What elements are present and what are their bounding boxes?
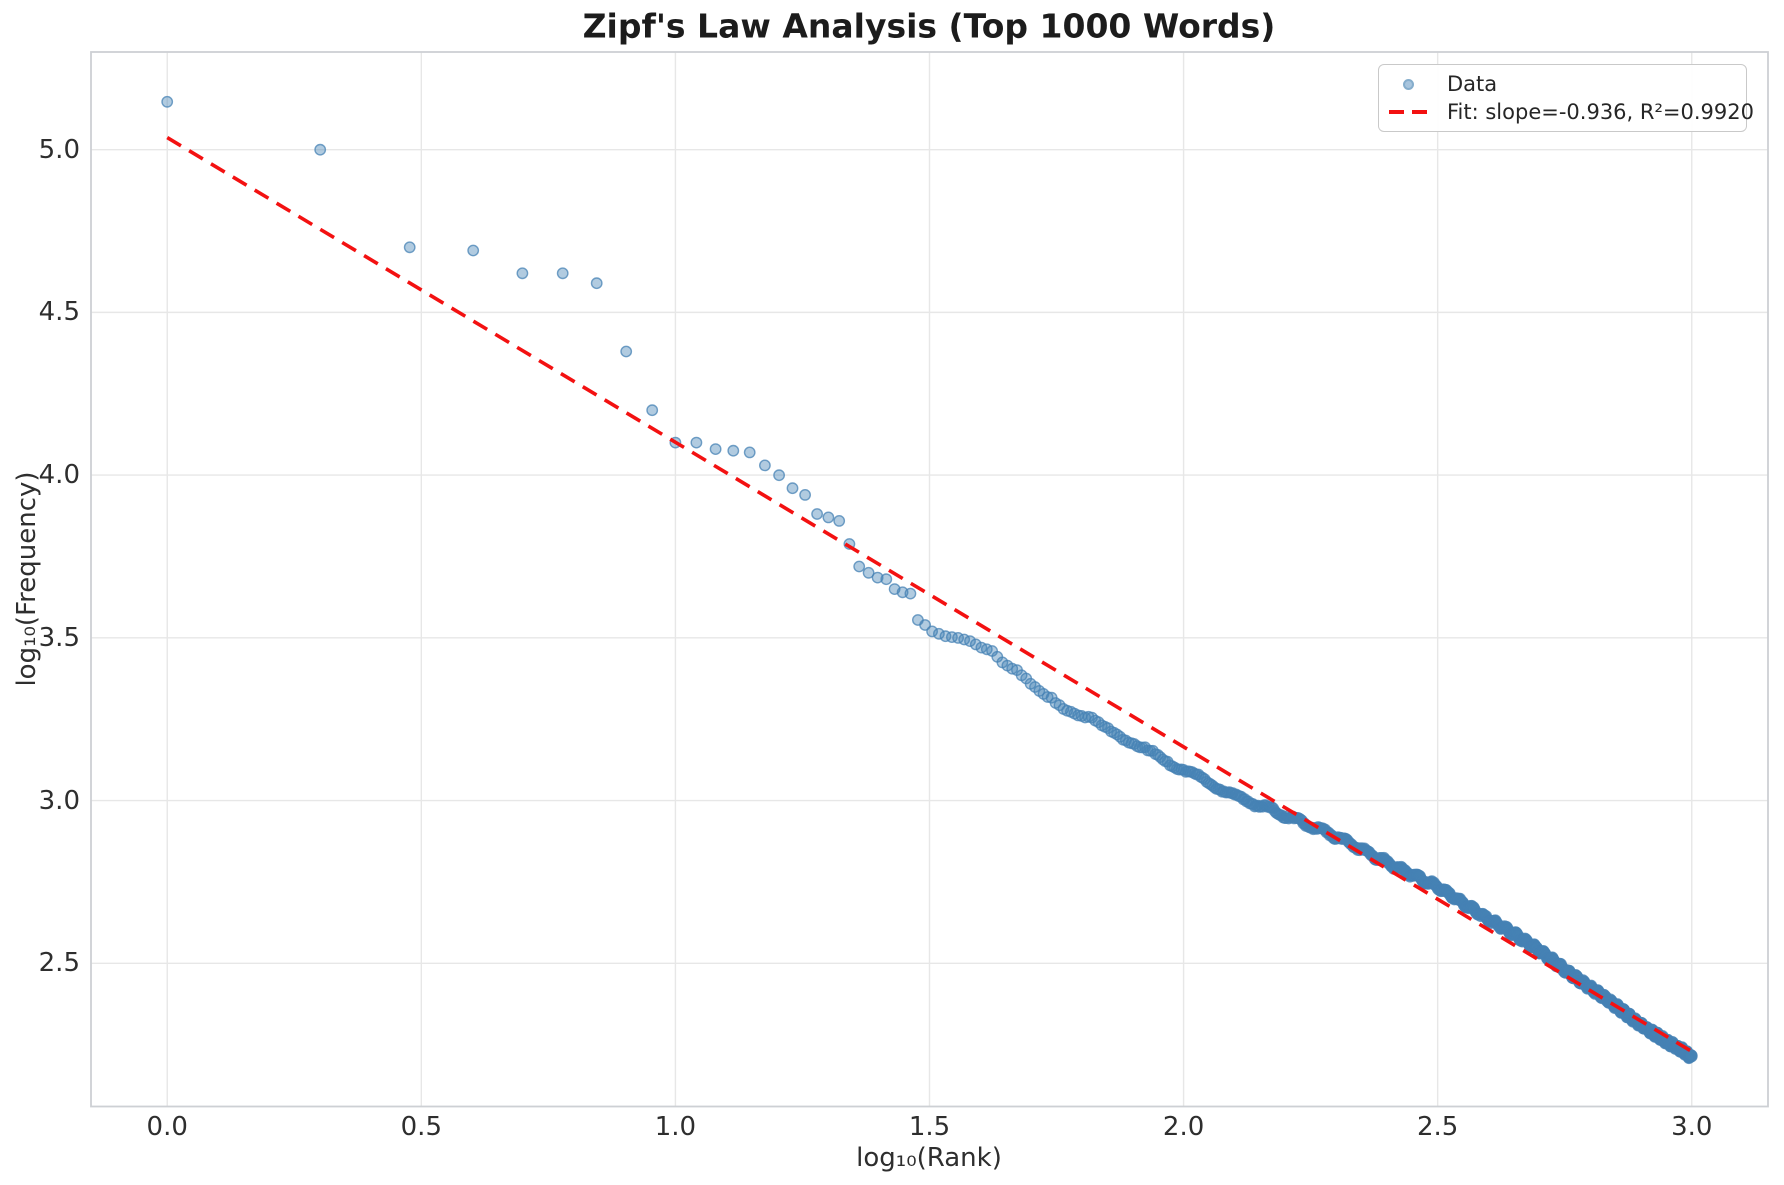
x-tick-label: 2.0 bbox=[1162, 1112, 1205, 1142]
scatter-point bbox=[709, 443, 722, 455]
scatter-point bbox=[880, 573, 893, 586]
scatter-point bbox=[759, 459, 771, 472]
legend-label: Data bbox=[1447, 72, 1498, 96]
scatter-point bbox=[822, 511, 835, 524]
scatter-point bbox=[853, 560, 866, 573]
scatter-point bbox=[799, 488, 811, 501]
x-tick-label: 1.5 bbox=[908, 1112, 951, 1142]
scatter-point bbox=[933, 627, 945, 640]
scatter-point bbox=[620, 345, 633, 358]
y-tick-label: 2.5 bbox=[38, 948, 80, 979]
scatter-point bbox=[161, 95, 174, 108]
plot-border bbox=[90, 51, 1769, 1108]
legend-marker bbox=[1379, 109, 1437, 115]
legend-item-fit: Fit: slope=-0.936, R²=0.9920 bbox=[1379, 98, 1754, 126]
scatter-point bbox=[556, 267, 569, 280]
scatter-points-layer bbox=[161, 95, 1698, 1065]
scatter-point bbox=[516, 267, 529, 280]
y-axis-label: log₁₀(Frequency) bbox=[12, 471, 42, 687]
scatter-point bbox=[314, 143, 327, 156]
scatter-point bbox=[773, 469, 785, 482]
y-tick-label: 4.0 bbox=[38, 460, 80, 491]
scatter-point bbox=[964, 635, 976, 647]
x-tick-label: 3.0 bbox=[1671, 1112, 1713, 1142]
scatter-point bbox=[590, 277, 603, 290]
x-axis-label: log₁₀(Rank) bbox=[856, 1143, 1002, 1173]
legend-item-data: Data bbox=[1379, 70, 1746, 98]
x-tick-label: 0.0 bbox=[146, 1112, 188, 1142]
scatter-point bbox=[833, 515, 846, 527]
scatter-point bbox=[743, 446, 756, 459]
x-tick-label: 0.5 bbox=[400, 1112, 442, 1142]
scatter-point bbox=[727, 444, 740, 457]
scatter-point bbox=[786, 482, 799, 495]
dot-icon bbox=[1402, 78, 1414, 90]
x-tick-label: 2.5 bbox=[1416, 1112, 1459, 1142]
fit-line bbox=[166, 136, 1693, 1054]
dashed-line-icon bbox=[1389, 109, 1404, 115]
y-tick-label: 5.0 bbox=[38, 134, 80, 165]
scatter-point bbox=[969, 638, 982, 651]
scatter-point bbox=[467, 244, 480, 257]
y-tick-label: 3.0 bbox=[38, 785, 80, 816]
legend-label: Fit: slope=-0.936, R²=0.9920 bbox=[1447, 100, 1754, 124]
scatter-point bbox=[862, 566, 875, 579]
x-tick-label: 1.0 bbox=[654, 1112, 697, 1142]
dashed-line-icon bbox=[1412, 109, 1427, 115]
scatter-point bbox=[926, 625, 938, 638]
y-tick-label: 4.5 bbox=[38, 297, 80, 328]
y-tick-label: 3.5 bbox=[38, 622, 80, 653]
chart-title: Zipf's Law Analysis (Top 1000 Words) bbox=[582, 6, 1276, 46]
scatter-point bbox=[904, 587, 917, 600]
scatter-point bbox=[871, 571, 884, 584]
gridlines bbox=[91, 52, 1768, 1107]
scatter-point bbox=[403, 241, 416, 254]
scatter-point bbox=[1041, 691, 1054, 703]
scatter-point bbox=[690, 436, 703, 449]
legend: Data Fit: slope=-0.936, R²=0.9920 bbox=[1378, 64, 1754, 132]
scatter-point bbox=[811, 508, 823, 520]
scatter-point bbox=[1685, 1049, 1698, 1062]
scatter-point bbox=[646, 404, 659, 417]
legend-marker bbox=[1379, 78, 1437, 90]
